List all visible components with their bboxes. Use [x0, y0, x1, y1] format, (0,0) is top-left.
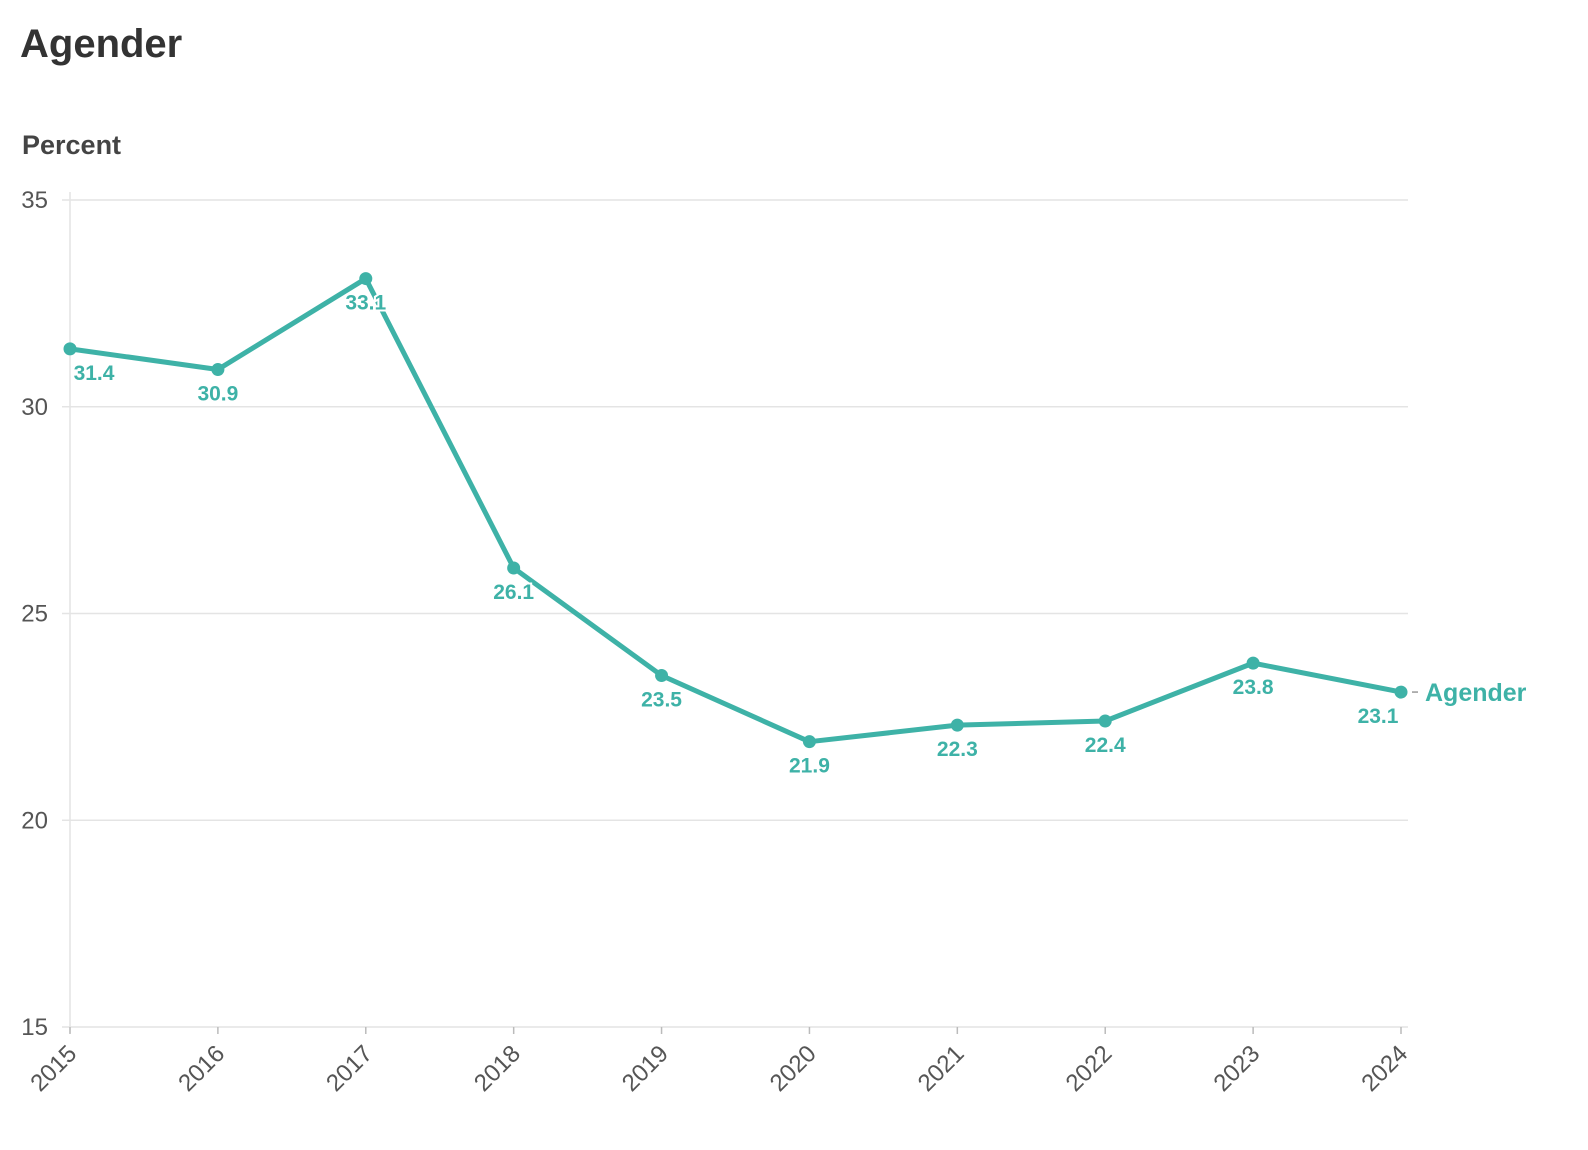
data-point	[211, 363, 225, 377]
y-tick-label: 35	[21, 187, 48, 214]
x-tick-label: 2016	[173, 1040, 230, 1097]
x-tick-label: 2023	[1209, 1040, 1266, 1097]
data-points	[63, 272, 1408, 749]
x-tick-label: 2017	[321, 1040, 378, 1097]
data-label: 26.1	[493, 581, 534, 604]
y-axis-label: Percent	[22, 130, 122, 160]
data-point	[1394, 685, 1408, 699]
data-labels: 31.4 30.9 33.1 26.1 23.5 21.9 22.3 22.4 23.8 23.1	[72, 290, 1401, 780]
data-label: 23.8	[1233, 676, 1274, 699]
data-label: 22.4	[1085, 734, 1126, 757]
y-tick-label: 20	[21, 807, 48, 834]
x-axis-ticks: 2015 2016 2017 2018 2019 2020 2021 2022 2023 2024	[25, 1027, 1413, 1097]
data-point	[63, 342, 77, 356]
data-point	[359, 272, 373, 286]
y-tick-label: 25	[21, 601, 48, 628]
data-point	[802, 735, 816, 749]
x-tick-label: 2024	[1356, 1040, 1413, 1097]
y-tick-label: 30	[21, 394, 48, 421]
data-point	[950, 718, 964, 732]
data-label: 23.5	[641, 689, 682, 712]
data-label: 31.4	[74, 362, 115, 385]
series-name-label: Agender	[1425, 679, 1527, 707]
data-point	[655, 669, 669, 683]
data-label: 21.9	[789, 755, 830, 778]
x-tick-label: 2022	[1061, 1040, 1118, 1097]
data-point	[1098, 714, 1112, 728]
data-label: 22.3	[937, 738, 978, 761]
grid-lines	[62, 192, 1408, 1033]
x-tick-label: 2015	[25, 1040, 82, 1097]
data-point	[1246, 656, 1260, 670]
data-label: 30.9	[197, 383, 238, 406]
data-point	[507, 561, 521, 575]
x-tick-label: 2019	[617, 1040, 674, 1097]
series-end-label: Agender	[1412, 679, 1527, 707]
x-tick-label: 2021	[913, 1040, 970, 1097]
x-tick-label: 2018	[469, 1040, 526, 1097]
series-line-agender	[67, 276, 1404, 745]
x-tick-label: 2020	[765, 1040, 822, 1097]
chart-title: Agender	[20, 22, 183, 66]
y-tick-label: 15	[21, 1014, 48, 1041]
y-axis-ticks: 15 20 25 30 35	[21, 187, 48, 1041]
data-label: 33.1	[345, 292, 386, 315]
data-label: 23.1	[1358, 705, 1399, 728]
